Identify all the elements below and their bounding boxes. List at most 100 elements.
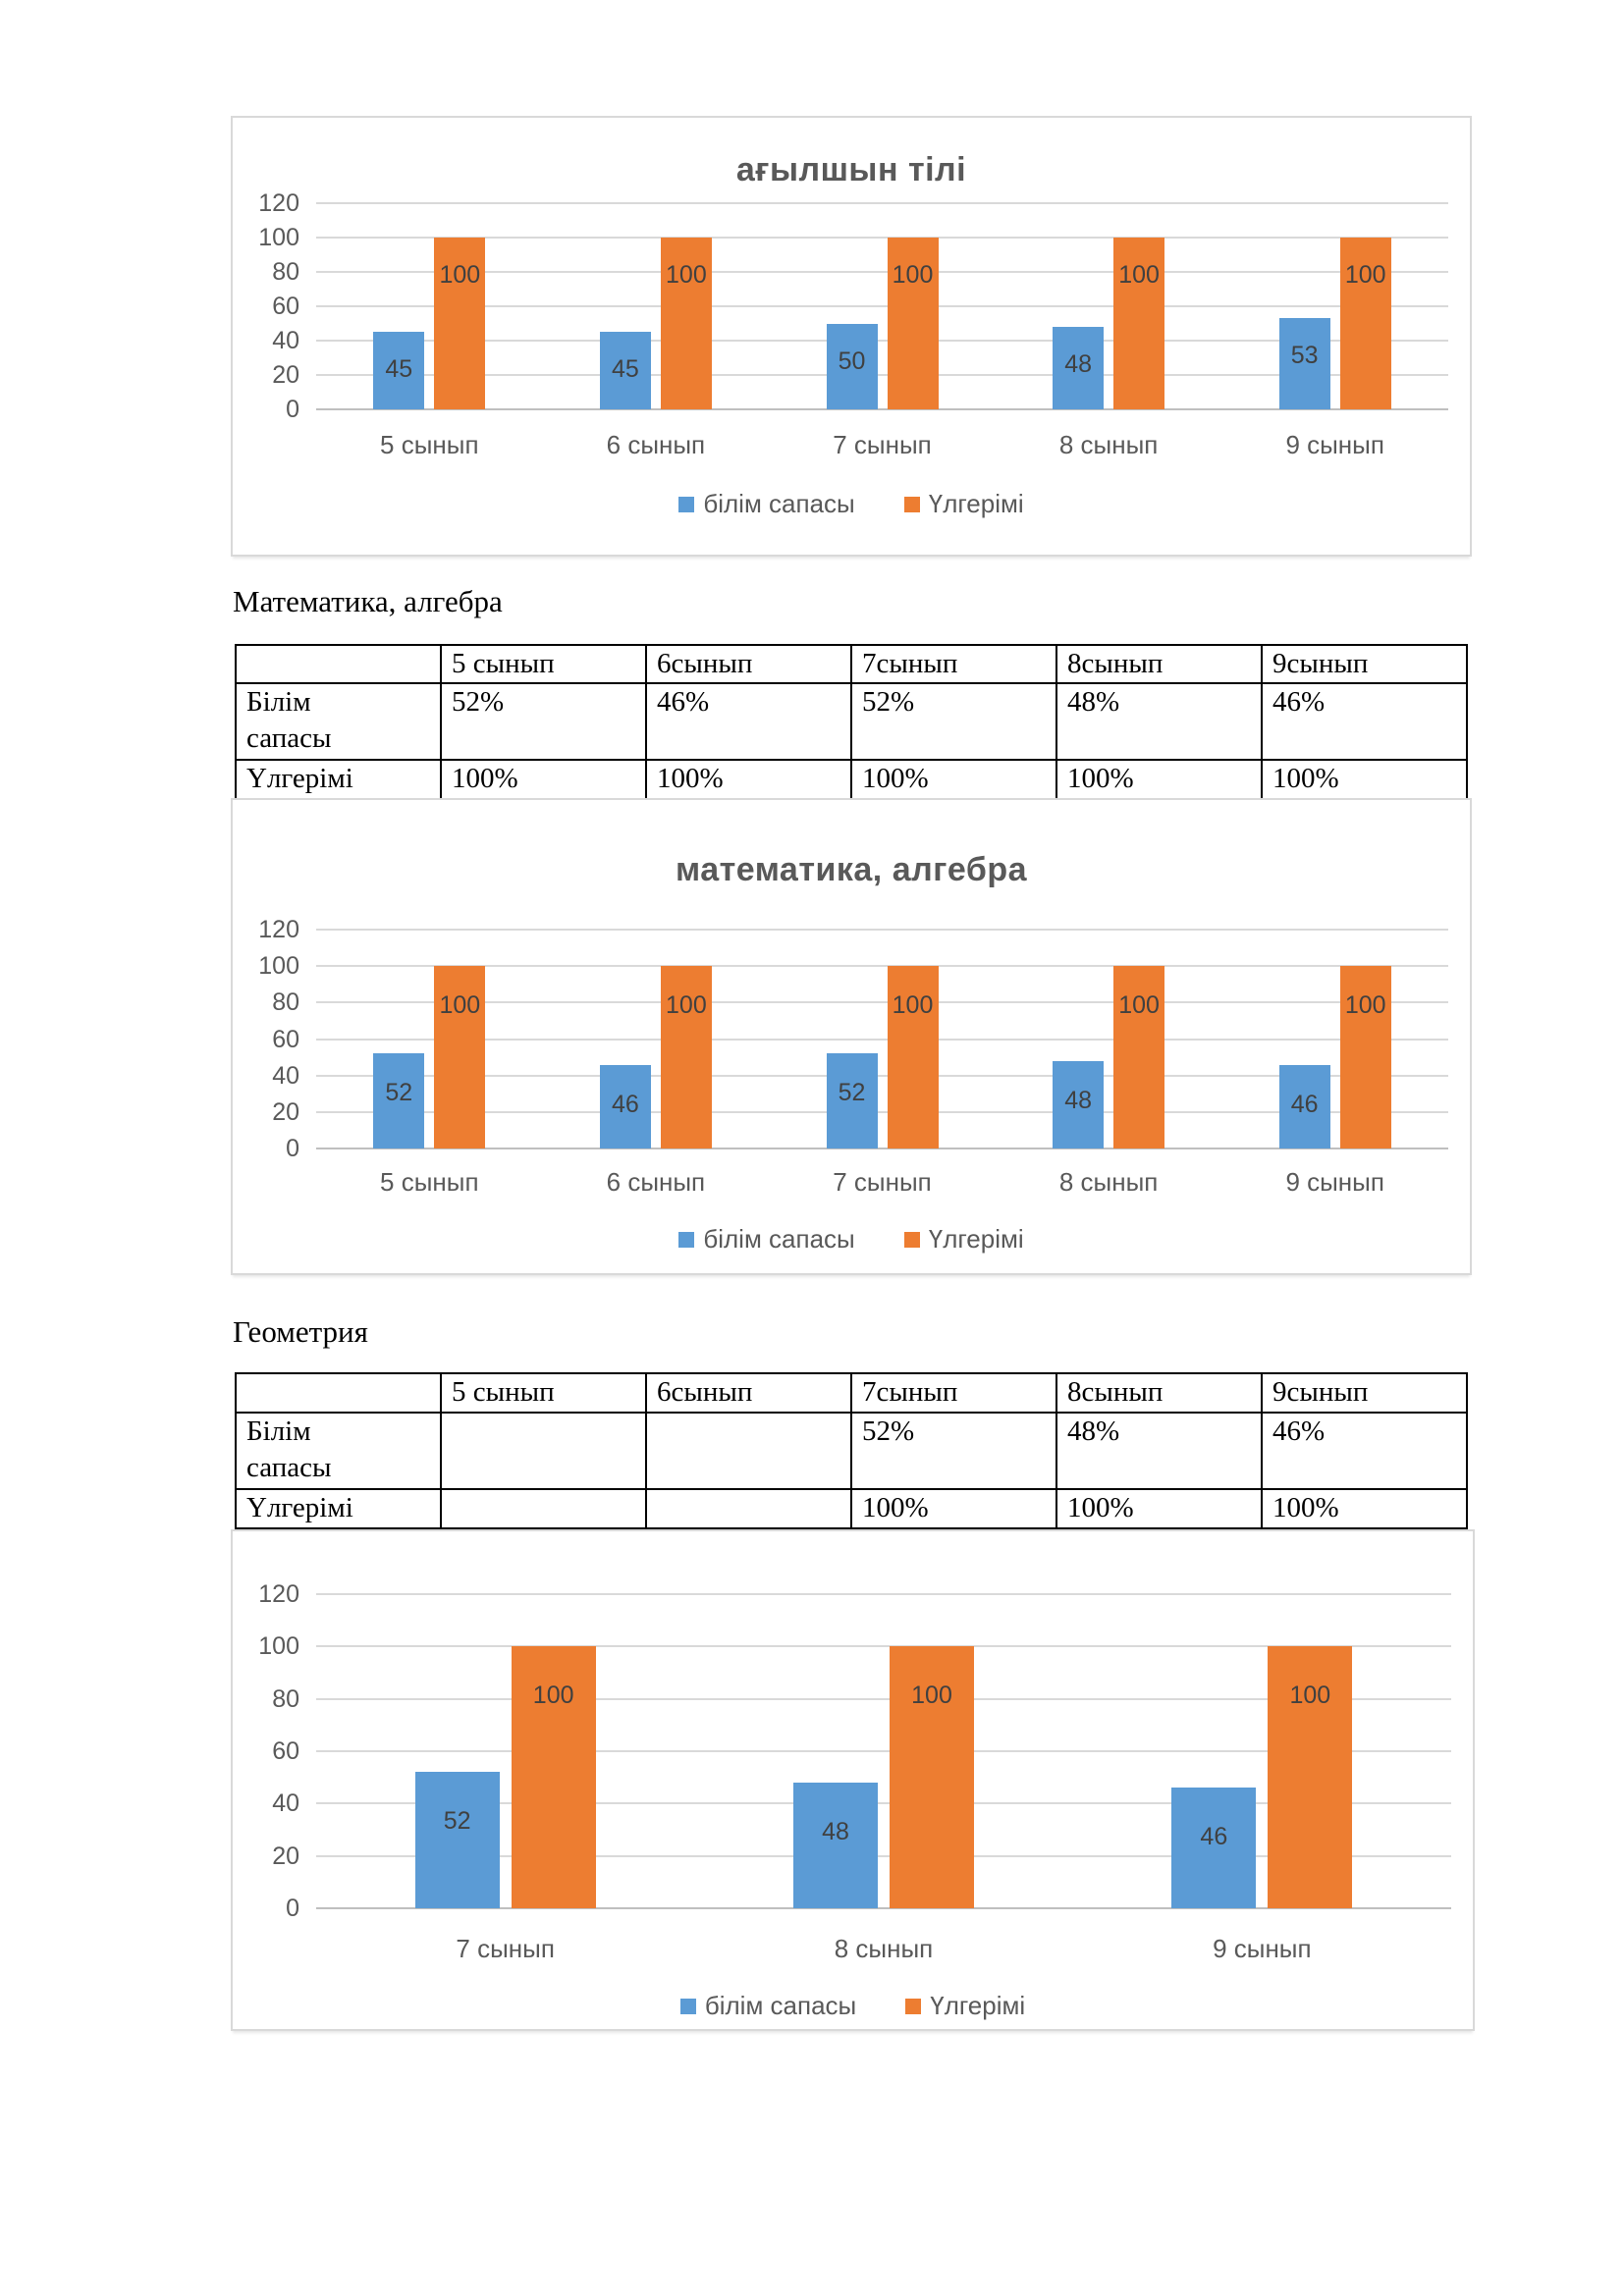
table-header-cell: 5 сынып [440,1372,647,1414]
table-row: Білім сапасы 52% 48% 46% [235,1412,1468,1490]
bar-quality [793,1783,878,1908]
bar-value-label: 100 [892,991,934,1020]
table-header-cell [235,644,442,684]
category-label: 8 сынып [834,1934,934,1963]
bar-progress [511,1646,596,1908]
gridline [316,305,1448,307]
gridline [316,271,1448,273]
gridline [316,1750,1451,1752]
chart-title: ағылшын тілі [735,151,967,188]
heading-geometry: Геометрия [233,1314,368,1349]
table-cell: 48% [1056,1412,1263,1490]
table-cell: 100% [440,759,647,800]
legend-item-quality: білім сапасы [678,489,855,519]
gridline [316,965,1448,968]
gridline [316,929,1448,931]
bar-value-label: 52 [838,1079,866,1107]
bar-value-label: 46 [1290,1090,1319,1118]
table-header-cell: 6сынып [645,1372,852,1414]
table-cell [440,1488,647,1529]
y-tick-label: 40 [272,327,299,354]
category-label: 9 сынып [1285,430,1384,459]
y-tick-label: 100 [258,224,299,251]
bar-quality [1053,1060,1105,1148]
category-label: 9 сынып [1285,1167,1384,1197]
legend-item-quality: білім сапасы [679,1991,857,2021]
bar-quality [826,323,878,409]
legend-swatch-progress [905,1998,922,2014]
table-row-label: Білім сапасы [235,1412,442,1490]
table-cell: 46% [1261,1412,1468,1490]
bar-quality [1278,318,1330,409]
table-row: Үлгерімі 100% 100% 100% [235,1488,1468,1529]
category-label: 6 сынып [606,1167,706,1197]
gridline [316,1645,1451,1648]
legend-item-quality: білім сапасы [678,1224,855,1255]
gridline [316,202,1448,204]
legend-item-progress: Үлгерімі [905,1991,1025,2021]
bar-value-label: 46 [1200,1823,1228,1851]
table-cell: 100% [1261,1488,1468,1529]
gridline [316,237,1448,239]
bar-progress [887,238,939,409]
table-cell: 52% [850,1412,1057,1490]
y-tick-label: 80 [272,1684,299,1713]
table-row: Білім сапасы 52% 46% 52% 48% 46% [235,682,1468,761]
gridline [316,1802,1451,1805]
table-cell: 46% [645,682,852,761]
legend: білім сапасы Үлгерімі [233,489,1470,519]
legend-label: Үлгерімі [928,489,1024,518]
bar-progress [1339,238,1391,409]
category-label: 5 сынып [380,430,479,459]
category-label: 6 сынып [606,430,706,459]
y-tick-label: 60 [272,1737,299,1765]
table-row-label: Білім сапасы [235,682,442,761]
bar-value-label: 45 [385,355,413,384]
legend-label: білім сапасы [703,489,855,518]
table-row-label: Үлгерімі [235,1488,442,1529]
bar-quality [373,1053,425,1148]
bar-quality [599,332,651,409]
bar-value-label: 48 [1064,1086,1092,1114]
table-header-cell: 7сынып [850,1372,1057,1414]
table-row-label: Үлгерімі [235,759,442,800]
y-tick-label: 120 [258,916,299,943]
y-tick-label: 20 [272,1097,299,1126]
bar-value-label: 100 [666,991,707,1020]
y-tick-label: 0 [286,396,299,423]
category-label: 8 сынып [1058,1167,1159,1197]
bar-progress [1113,238,1165,409]
table-cell [645,1412,852,1490]
data-table: 5 сынып 6сынып 7сынып 8сынып 9сынып Білім сапа… [235,644,1468,800]
table-cell [440,1412,647,1490]
table-cell: 100% [1056,1488,1263,1529]
legend-label: Үлгерімі [928,1224,1024,1254]
bar-value-label: 100 [1118,261,1160,289]
y-tick-label: 100 [258,952,299,981]
bar-value-label: 100 [1118,991,1160,1020]
gridline [316,1074,1448,1077]
table-cell: 100% [850,1488,1057,1529]
bar-quality [1171,1788,1257,1908]
category-label: 9 сынып [1213,1934,1312,1963]
bar-progress [887,966,939,1148]
legend-label: білім сапасы [704,1991,857,2020]
y-tick-label: 80 [272,988,299,1017]
bar-value-label: 100 [1344,991,1386,1020]
table-header-cell: 5 сынып [440,644,647,684]
bar-value-label: 100 [892,261,934,289]
gridline [316,1593,1451,1595]
table-header-cell: 6сынып [645,644,852,684]
bar-quality [826,1053,878,1148]
legend-swatch-progress [903,496,920,512]
bar-progress [1268,1646,1353,1908]
table-cell: 52% [850,682,1057,761]
bar-progress [434,238,486,409]
gridline [316,1038,1448,1041]
y-tick-label: 60 [272,1025,299,1053]
legend-item-progress: Үлгерімі [903,489,1024,519]
gridline [316,1854,1451,1857]
gridline [316,1148,1448,1149]
gridline [316,408,1448,410]
table-header-cell: 8сынып [1056,644,1263,684]
